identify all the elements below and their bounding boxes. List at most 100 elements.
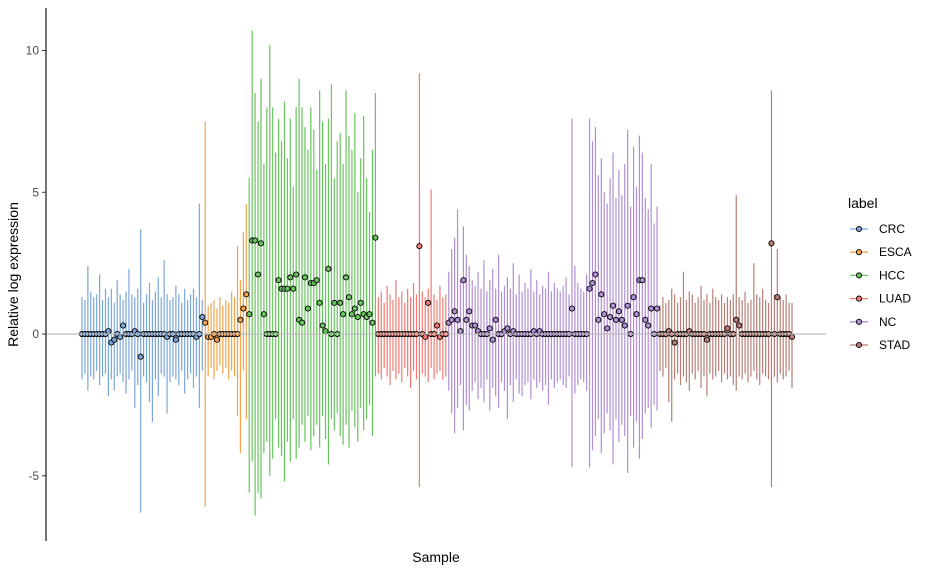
median-point-luad bbox=[425, 299, 432, 306]
median-point-esca bbox=[240, 305, 247, 312]
median-point-hcc bbox=[301, 274, 309, 281]
plot-area bbox=[78, 30, 796, 516]
median-point-esca bbox=[237, 316, 244, 323]
median-point-luad bbox=[433, 322, 441, 329]
median-point-nc bbox=[642, 316, 649, 323]
median-point-nc bbox=[612, 316, 620, 323]
median-point-luad bbox=[422, 333, 429, 340]
legend-label-nc: NC bbox=[879, 315, 897, 329]
median-point-hcc bbox=[254, 271, 262, 278]
median-point-nc bbox=[598, 291, 605, 298]
median-point-nc bbox=[604, 325, 611, 332]
y-tick-label: 10 bbox=[26, 44, 40, 58]
median-point-nc bbox=[639, 277, 646, 284]
legend-key-hcc bbox=[850, 272, 868, 279]
legend-key-stad bbox=[850, 341, 868, 349]
median-point-hcc bbox=[319, 322, 326, 329]
median-point-hcc bbox=[325, 265, 332, 272]
median-point-hcc bbox=[290, 285, 297, 292]
median-point-esca bbox=[213, 336, 221, 343]
median-point-crc bbox=[120, 322, 127, 329]
median-point-luad bbox=[416, 243, 423, 250]
median-point-stad bbox=[724, 325, 731, 332]
legend-key-luad bbox=[850, 295, 868, 302]
legend: label CRC ESCA HCC LUAD NC STAD bbox=[848, 195, 912, 352]
median-point-hcc bbox=[252, 237, 259, 244]
median-point-crc bbox=[117, 333, 124, 340]
legend-label-stad: STAD bbox=[879, 338, 910, 352]
median-point-nc bbox=[618, 316, 625, 323]
median-point-crc bbox=[199, 313, 206, 321]
median-point-nc bbox=[463, 316, 470, 323]
median-point-nc bbox=[624, 302, 631, 309]
legend-key-point bbox=[855, 272, 863, 279]
median-point-hcc bbox=[293, 271, 300, 278]
legend-label-hcc: HCC bbox=[879, 268, 905, 282]
median-point-nc bbox=[648, 305, 655, 312]
median-point-hcc bbox=[345, 294, 353, 301]
median-point-nc bbox=[460, 277, 467, 284]
legend-key-crc bbox=[850, 225, 868, 233]
median-point-hcc bbox=[351, 305, 358, 312]
median-point-stad bbox=[774, 294, 781, 301]
y-tick-label: 0 bbox=[32, 327, 39, 341]
x-axis-title: Sample bbox=[412, 549, 460, 565]
median-point-nc bbox=[607, 313, 614, 321]
median-point-nc bbox=[448, 316, 455, 323]
median-point-hcc bbox=[275, 277, 282, 284]
median-point-nc bbox=[601, 311, 608, 318]
median-point-stad bbox=[733, 316, 740, 323]
median-point-nc bbox=[472, 322, 479, 329]
median-point-nc bbox=[615, 308, 622, 315]
median-point-hcc bbox=[316, 299, 323, 306]
y-tick-label: -5 bbox=[28, 469, 39, 483]
median-point-hcc bbox=[342, 274, 350, 281]
median-point-hcc bbox=[331, 299, 338, 306]
whisker-layer bbox=[81, 30, 793, 516]
median-point-hcc bbox=[369, 319, 376, 326]
median-point-hcc bbox=[313, 277, 320, 284]
median-point-esca bbox=[243, 291, 250, 298]
legend-key-point bbox=[855, 249, 863, 256]
median-point-nc bbox=[451, 308, 458, 315]
median-point-stad bbox=[671, 339, 678, 346]
median-point-hcc bbox=[284, 285, 291, 292]
median-point-nc bbox=[486, 325, 493, 332]
legend-items: CRC ESCA HCC LUAD NC STAD bbox=[850, 222, 912, 352]
legend-label-crc: CRC bbox=[879, 222, 905, 236]
median-point-nc bbox=[454, 316, 461, 323]
median-point-hcc bbox=[337, 299, 344, 306]
legend-label-esca: ESCA bbox=[879, 245, 912, 259]
legend-title: label bbox=[848, 195, 878, 211]
median-point-nc bbox=[633, 311, 640, 318]
legend-key-point bbox=[855, 225, 863, 233]
median-point-hcc bbox=[354, 313, 361, 321]
median-point-hcc bbox=[340, 311, 347, 318]
median-point-esca bbox=[202, 319, 209, 326]
median-point-nc bbox=[621, 322, 628, 329]
median-point-hcc bbox=[287, 274, 294, 281]
median-point-hcc bbox=[366, 311, 373, 318]
median-point-nc bbox=[568, 305, 576, 312]
legend-key-point bbox=[855, 341, 863, 349]
y-axis-ticks: -5 0 5 10 bbox=[26, 44, 46, 483]
legend-label-luad: LUAD bbox=[879, 292, 911, 306]
median-point-nc bbox=[645, 322, 652, 329]
median-point-nc bbox=[595, 316, 602, 323]
median-point-stad bbox=[768, 240, 775, 247]
median-point-hcc bbox=[372, 234, 379, 241]
median-point-layer bbox=[78, 234, 796, 360]
legend-key-nc bbox=[850, 318, 868, 325]
legend-key-esca bbox=[850, 249, 868, 256]
median-point-nc bbox=[653, 305, 661, 312]
median-point-hcc bbox=[246, 311, 253, 318]
y-axis-title: Relative log expression bbox=[5, 202, 21, 347]
median-point-hcc bbox=[257, 240, 265, 247]
median-point-nc bbox=[492, 316, 499, 323]
legend-key-point bbox=[855, 318, 863, 325]
median-point-nc bbox=[609, 302, 617, 309]
median-point-hcc bbox=[298, 319, 306, 326]
median-point-nc bbox=[466, 308, 473, 315]
median-point-nc bbox=[504, 325, 511, 332]
